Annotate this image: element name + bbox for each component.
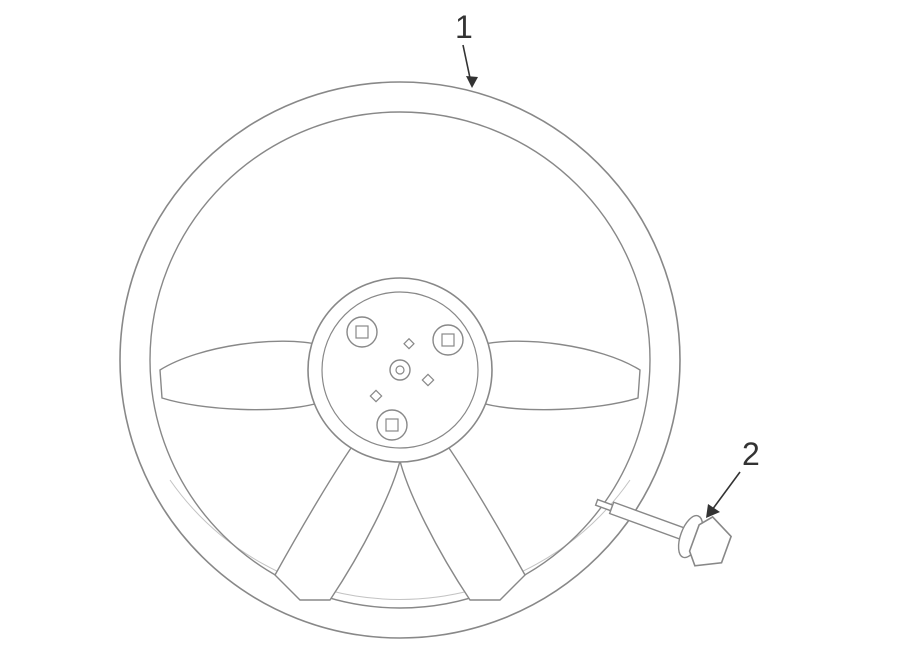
callout-1-line (463, 45, 470, 78)
steering-wheel (120, 82, 680, 638)
bolt-shaft (610, 502, 689, 541)
bolt (588, 478, 735, 574)
spoke-bottom-left (275, 438, 402, 600)
spoke-bottom-right (398, 438, 525, 600)
hub-outer (308, 278, 492, 462)
rim-depth (170, 480, 630, 599)
callout-2: 2 (706, 436, 760, 518)
callout-1-arrowhead (466, 76, 478, 88)
callout-1: 1 (455, 9, 478, 88)
spoke-right (478, 341, 640, 410)
parts-diagram: 1 2 (0, 0, 900, 661)
callout-2-line (712, 472, 740, 510)
callout-2-arrowhead (706, 504, 720, 518)
callout-2-label: 2 (742, 436, 760, 472)
callout-1-label: 1 (455, 9, 473, 45)
bolt-tip (596, 500, 613, 511)
spoke-left (160, 341, 322, 410)
